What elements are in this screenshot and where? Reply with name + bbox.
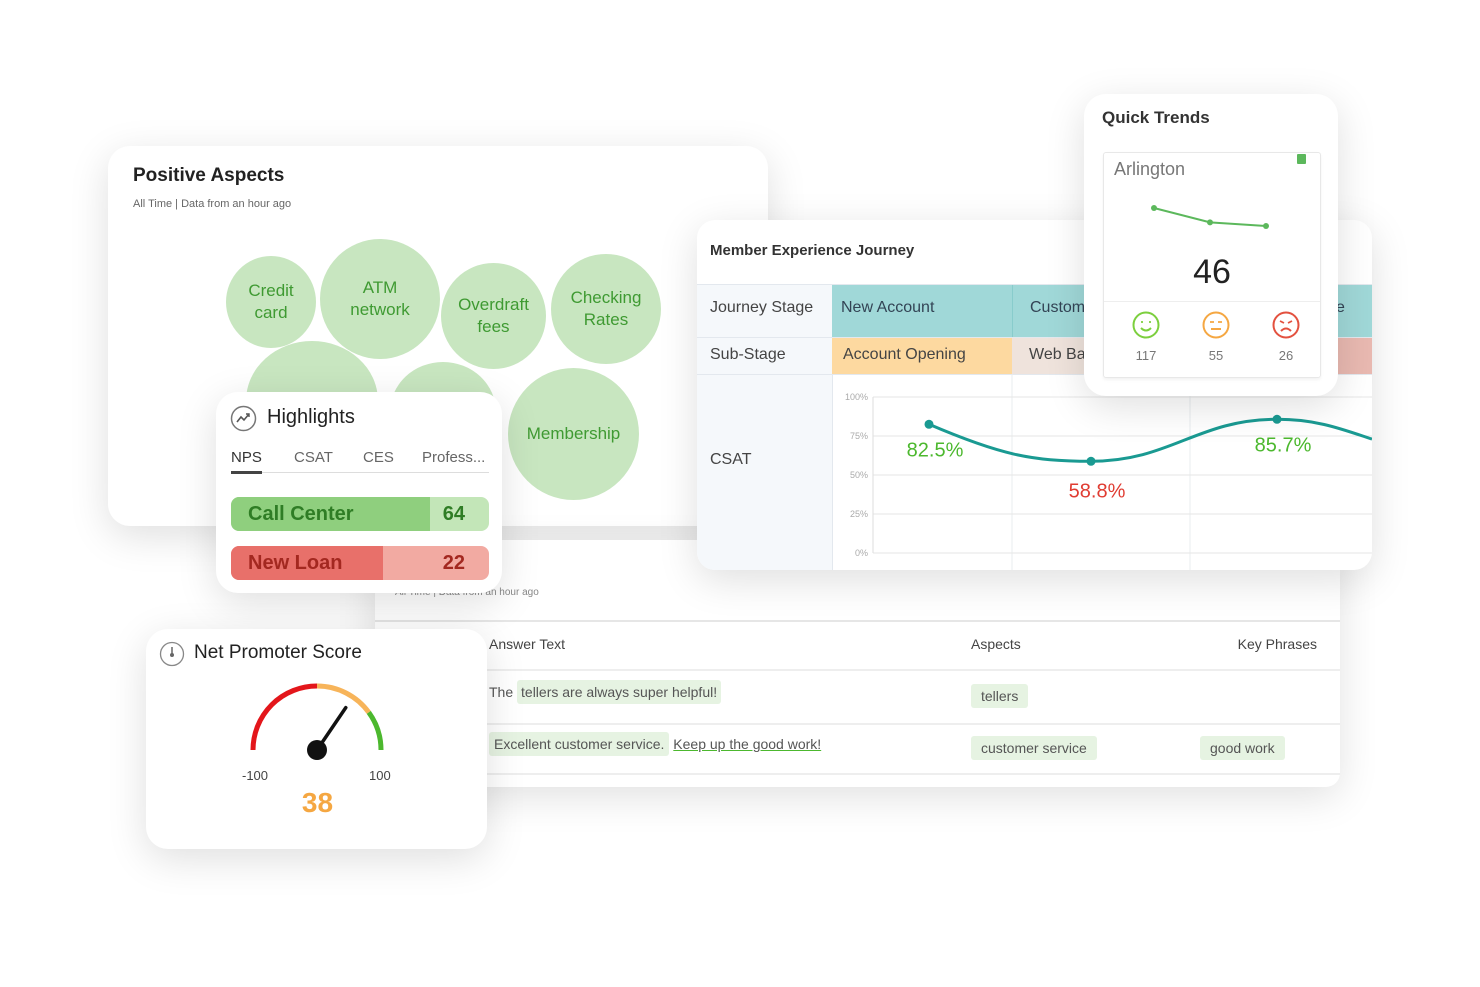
highlights-card: Highlights NPS CSAT CES Profess... Call …	[216, 392, 502, 593]
quick-trends-card: Quick Trends Arlington 46 117 55 26	[1084, 94, 1338, 396]
sentiment-2[interactable]: 26	[1266, 311, 1306, 363]
highlighted-text: Excellent customer service.	[489, 732, 670, 756]
tab-ces[interactable]: CES	[363, 449, 394, 466]
card-title: Quick Trends	[1102, 108, 1210, 127]
column-header-aspects[interactable]: Aspects	[971, 636, 1021, 652]
trend-point	[1151, 205, 1157, 211]
data-point	[924, 419, 934, 429]
gauge-segment	[250, 683, 318, 751]
column-header-key-phrases[interactable]: Key Phrases	[1237, 636, 1317, 652]
bubble-overdraft-fees[interactable]: Overdraft fees	[441, 263, 546, 369]
sub-stage-account-opening[interactable]: Account Opening	[832, 338, 1012, 374]
row-label-sub-stage: Sub-Stage	[710, 346, 786, 363]
trend-icon	[230, 405, 257, 432]
aspect-tag[interactable]: tellers	[971, 684, 1029, 708]
stage-new-account[interactable]: New Account	[832, 285, 1012, 337]
nps-card: Net Promoter Score -100 100 38	[146, 629, 487, 849]
card-title: Net Promoter Score	[194, 642, 362, 663]
status-indicator	[1297, 154, 1306, 164]
trend-point	[1263, 223, 1269, 229]
highlight-bar-call-center[interactable]: Call Center 64	[231, 497, 489, 531]
tab-csat[interactable]: CSAT	[294, 449, 333, 466]
gauge-min-label: -100	[242, 768, 269, 783]
data-point	[1272, 414, 1282, 424]
row-label-csat: CSAT	[710, 451, 752, 468]
card-title: Positive Aspects	[133, 165, 285, 186]
aspect-tag[interactable]: customer service	[971, 736, 1097, 760]
csat-line	[928, 417, 1372, 463]
trend-sparkline	[1151, 205, 1269, 229]
key-phrase-link[interactable]: Keep up the good work!	[673, 736, 822, 752]
tab-nps[interactable]: NPS	[231, 449, 262, 466]
table-row[interactable]: The tellers are always super helpful!	[489, 680, 722, 704]
y-tick-label: 75%	[850, 431, 868, 441]
data-label: 85.7%	[1255, 434, 1312, 456]
gauge-segment	[366, 710, 384, 751]
y-tick-label: 100%	[845, 392, 868, 402]
sentiment-count: 55	[1208, 348, 1224, 363]
data-label: 58.8%	[1069, 480, 1126, 502]
sentiment-1[interactable]: 55	[1196, 311, 1236, 363]
y-tick-label: 0%	[855, 548, 868, 558]
location-name: Arlington	[1114, 159, 1186, 179]
bubble-atm-network[interactable]: ATM network	[320, 239, 440, 359]
bubble-checking-rates[interactable]: Checking Rates	[551, 254, 661, 364]
tab-professional[interactable]: Profess...	[422, 449, 486, 466]
bubble-credit-card[interactable]: Credit card	[226, 256, 316, 348]
gauge-icon	[159, 641, 185, 667]
card-subtitle: All Time | Data from an hour ago	[133, 198, 292, 210]
neutral-face-icon	[1202, 311, 1230, 339]
bubble-membership[interactable]: Membership	[508, 368, 639, 500]
gauge-segment	[316, 683, 371, 714]
key-phrase-tag[interactable]: good work	[1200, 736, 1285, 760]
csat-chart: 100% 75% 50% 25% 0% 82.5% 58.8% 85.7%	[845, 374, 1372, 570]
highlight-bar-new-loan[interactable]: New Loan 22	[231, 546, 489, 580]
frown-icon	[1272, 311, 1300, 339]
table-row[interactable]: Excellent customer service. Keep up the …	[489, 732, 822, 756]
gauge-hub	[307, 740, 327, 760]
trend-point	[1207, 219, 1213, 226]
card-title: Highlights	[267, 406, 355, 428]
highlighted-text: tellers are always super helpful!	[517, 680, 722, 704]
nps-gauge	[250, 683, 384, 760]
row-label-journey-stage: Journey Stage	[710, 299, 814, 316]
gauge-max-label: 100	[369, 768, 391, 783]
card-title: Member Experience Journey	[710, 242, 915, 259]
trend-tile[interactable]: Arlington 46 117 55 26	[1103, 152, 1321, 378]
column-header-answer-text[interactable]: Answer Text	[489, 636, 565, 652]
smile-icon	[1132, 311, 1160, 339]
y-tick-label: 50%	[850, 470, 868, 480]
trend-score: 46	[1193, 253, 1231, 291]
nps-value: 38	[301, 787, 334, 818]
y-tick-label: 25%	[850, 509, 868, 519]
data-point	[1086, 456, 1096, 466]
sentiment-count: 117	[1135, 348, 1157, 363]
sentiment-0[interactable]: 117	[1126, 311, 1166, 363]
data-label: 82.5%	[907, 439, 964, 461]
sentiment-count: 26	[1278, 348, 1294, 363]
responses-card: All Time | Data from an hour ago Answer …	[375, 540, 1340, 787]
